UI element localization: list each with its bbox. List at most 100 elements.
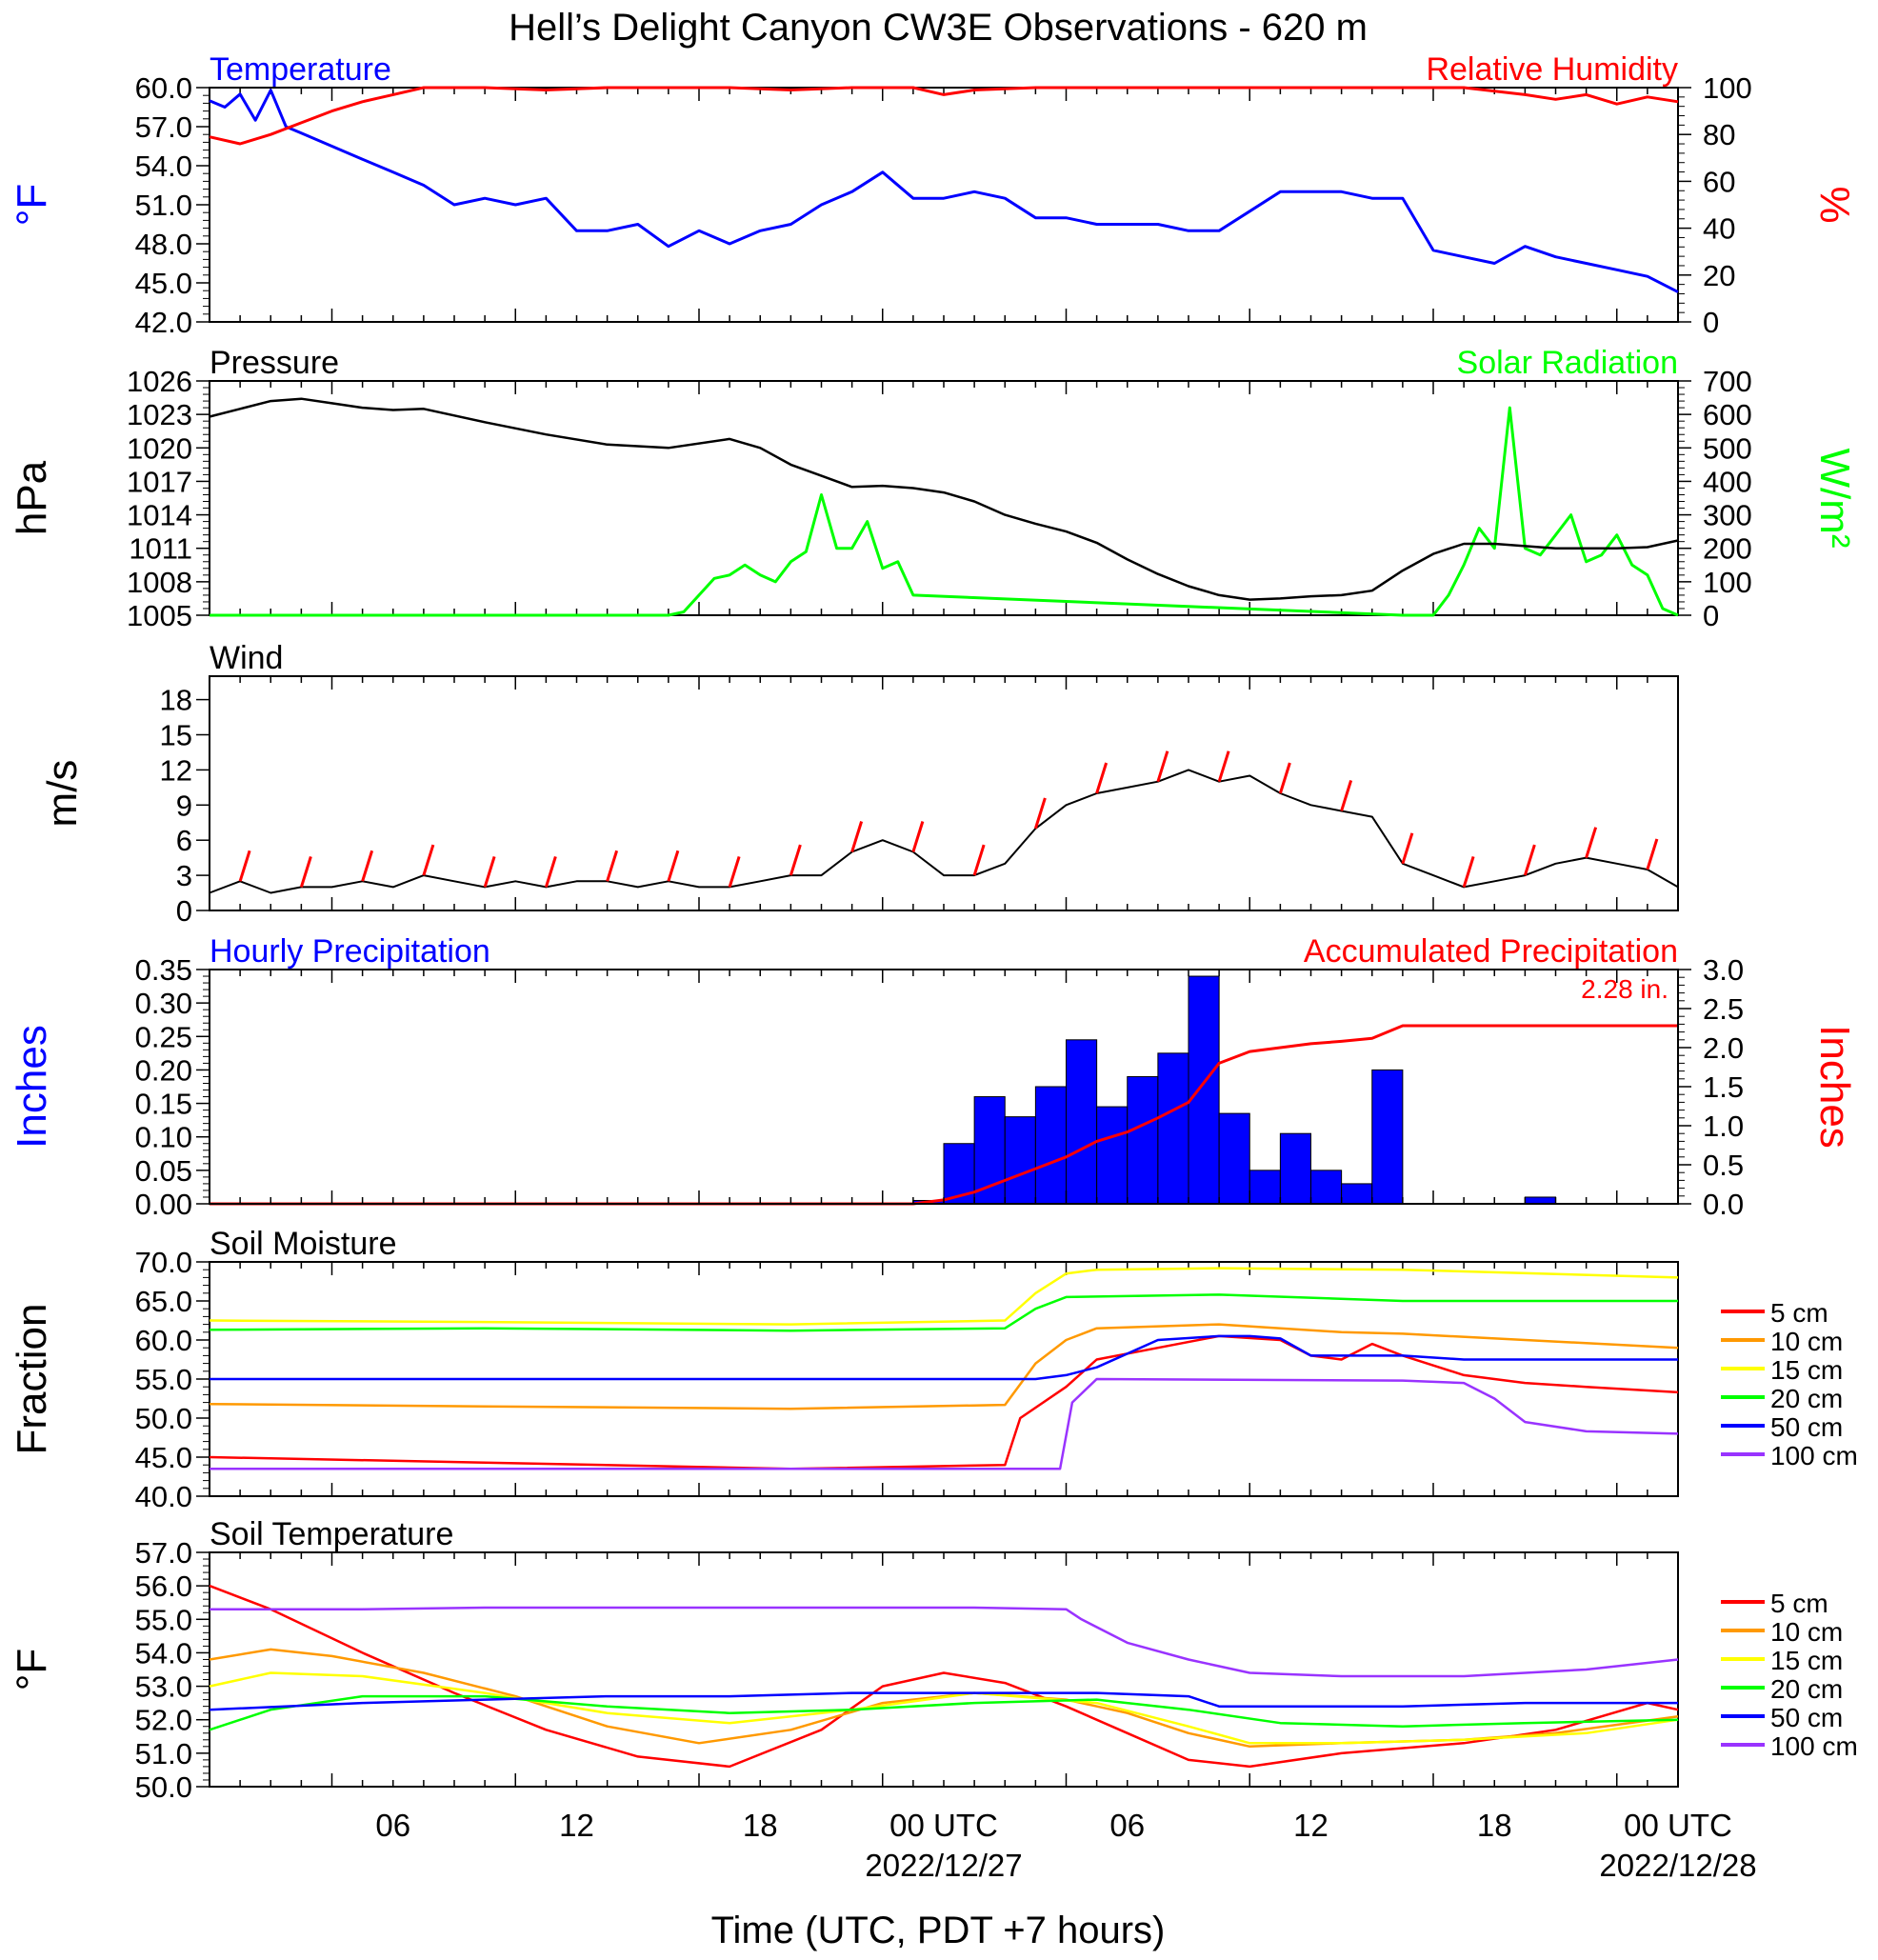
solar-y-tick-label: 200 xyxy=(1703,532,1752,566)
temp-y-tick-label: 45.0 xyxy=(135,267,192,300)
temperature-line xyxy=(209,89,1679,293)
hourly-precip-bar xyxy=(1004,1116,1036,1205)
wind-barb xyxy=(1585,827,1598,859)
hourly-precip-y-axis-label: Inches xyxy=(9,1025,55,1149)
hourly-precip-bar xyxy=(1188,975,1220,1205)
wind-barb xyxy=(483,855,496,888)
wind-panel-title: Wind xyxy=(210,640,283,676)
hourly-precip-bar xyxy=(1524,1196,1556,1205)
soil-temp-legend-label: 5 cm xyxy=(1770,1589,1828,1618)
x-tick-label: 18 xyxy=(743,1808,778,1843)
soil-moisture-line xyxy=(210,1377,1679,1470)
pres-y-tick-label: 1023 xyxy=(127,398,192,431)
x-tick-label: 12 xyxy=(559,1808,594,1843)
hourly-precip-bar xyxy=(1218,1112,1250,1205)
soil-moisture-y-tick-label: 40.0 xyxy=(135,1480,192,1513)
precip-hourly-y-tick-label: 0.15 xyxy=(135,1088,192,1121)
x-date-label: 2022/12/27 xyxy=(865,1848,1022,1883)
wind-barb xyxy=(1278,762,1291,794)
wind-y-tick-label: 9 xyxy=(176,789,192,822)
precip-hourly-y-tick-label: 0.30 xyxy=(135,987,192,1020)
wind-y-axis-label: m/s xyxy=(39,760,86,828)
soil-moisture-y-tick-label: 55.0 xyxy=(135,1363,192,1396)
precip-accum-y-tick-label: 2.5 xyxy=(1703,992,1744,1026)
solar-y-tick-label: 300 xyxy=(1703,499,1752,532)
soil-temp-panel-title: Soil Temperature xyxy=(210,1516,453,1552)
solar-y-tick-label: 700 xyxy=(1703,365,1752,398)
x-tick-label: 12 xyxy=(1293,1808,1329,1843)
hourly-precip-bar xyxy=(1371,1069,1404,1205)
accum-precip-title: Accumulated Precipitation xyxy=(1304,933,1678,970)
wind-barb xyxy=(972,844,986,876)
precip-hourly-y-tick-label: 0.35 xyxy=(135,953,192,987)
wind-barb xyxy=(1523,844,1536,876)
wind-barb xyxy=(1340,780,1353,811)
wind-y-tick-label: 3 xyxy=(176,859,192,892)
soil-temp-y-tick-label: 54.0 xyxy=(135,1636,192,1670)
soil-moisture-legend-label: 20 cm xyxy=(1770,1384,1843,1413)
x-tick-label: 06 xyxy=(375,1808,410,1843)
wind-barb xyxy=(1401,832,1414,865)
precip-hourly-y-tick-label: 0.20 xyxy=(135,1053,192,1087)
accumulated-precip-line xyxy=(210,1024,1678,1206)
soil-temp-line xyxy=(210,1606,1679,1678)
wind-barb xyxy=(911,821,925,852)
wind-barb xyxy=(1646,838,1659,870)
wind-barb xyxy=(1462,855,1475,888)
precip-hourly-y-tick-label: 0.00 xyxy=(135,1188,192,1221)
soil-temp-line xyxy=(209,1691,1678,1711)
panel-soil-temp: 57.056.055.054.053.052.051.050.0 Soil Tem… xyxy=(9,1516,1858,1804)
soil-moisture-panel-title: Soil Moisture xyxy=(210,1226,397,1262)
soil-moisture-legend-label: 15 cm xyxy=(1770,1355,1843,1385)
panels: 60.057.054.051.048.045.042.0100806040200… xyxy=(9,51,1858,1804)
soil-moisture-line xyxy=(209,1334,1679,1470)
hourly-precip-bar xyxy=(1341,1183,1373,1205)
solar-y-axis-label: W/m² xyxy=(1811,448,1858,548)
hourly-precip-bar xyxy=(1034,1086,1067,1205)
wind-barb xyxy=(1217,750,1230,783)
hourly-precip-bar xyxy=(1157,1052,1189,1205)
pres-y-tick-label: 1005 xyxy=(127,599,192,632)
precip-accum-y-tick-label: 1.5 xyxy=(1703,1070,1744,1104)
soil-moisture-y-tick-label: 70.0 xyxy=(135,1246,192,1279)
precip-accum-y-tick-label: 0.5 xyxy=(1703,1149,1744,1182)
rh-y-tick-label: 20 xyxy=(1703,259,1735,292)
rh-y-axis-label: % xyxy=(1811,186,1858,223)
x-tick-label: 18 xyxy=(1477,1808,1512,1843)
rh-panel-title: Relative Humidity xyxy=(1426,51,1678,88)
precip-accum-y-tick-label: 3.0 xyxy=(1703,953,1744,987)
soil-temp-y-tick-label: 51.0 xyxy=(135,1737,192,1770)
pres-y-tick-label: 1020 xyxy=(127,431,192,465)
temp-y-tick-label: 48.0 xyxy=(135,228,192,261)
wind-barb xyxy=(606,850,619,882)
soil-temp-legend-label: 20 cm xyxy=(1770,1674,1843,1704)
soil-moisture-line xyxy=(210,1334,1678,1381)
wind-speed-line xyxy=(209,769,1679,894)
wind-barb xyxy=(850,821,864,852)
soil-moisture-legend-label: 5 cm xyxy=(1770,1298,1828,1328)
wind-barb xyxy=(1095,762,1109,794)
soil-moisture-y-tick-label: 45.0 xyxy=(135,1441,192,1474)
soil-moisture-line xyxy=(209,1323,1679,1410)
wind-barb xyxy=(1033,797,1047,830)
temp-y-tick-label: 51.0 xyxy=(135,189,192,222)
pres-y-tick-label: 1026 xyxy=(127,365,192,398)
wind-barb xyxy=(544,855,557,888)
soil-temp-line xyxy=(209,1694,1679,1731)
wind-barb xyxy=(238,850,251,882)
precip-accum-y-tick-label: 0.0 xyxy=(1703,1188,1744,1221)
pres-y-tick-label: 1011 xyxy=(129,532,192,566)
soil-moisture-y-axis-label: Fraction xyxy=(9,1304,55,1455)
soil-moisture-legend-label: 100 cm xyxy=(1770,1441,1858,1470)
pressure-line xyxy=(209,397,1679,601)
x-tick-label: 00 UTC xyxy=(889,1808,998,1843)
accum-precip-y-axis-label: Inches xyxy=(1811,1025,1858,1149)
solar-y-tick-label: 400 xyxy=(1703,465,1752,498)
x-tick-label: 00 UTC xyxy=(1624,1808,1732,1843)
pressure-y-axis-label: hPa xyxy=(9,460,55,535)
soil-temp-legend-label: 15 cm xyxy=(1770,1646,1843,1675)
x-date-label: 2022/12/28 xyxy=(1599,1848,1756,1883)
solar-y-tick-label: 100 xyxy=(1703,566,1752,599)
temp-y-tick-label: 54.0 xyxy=(135,150,192,183)
